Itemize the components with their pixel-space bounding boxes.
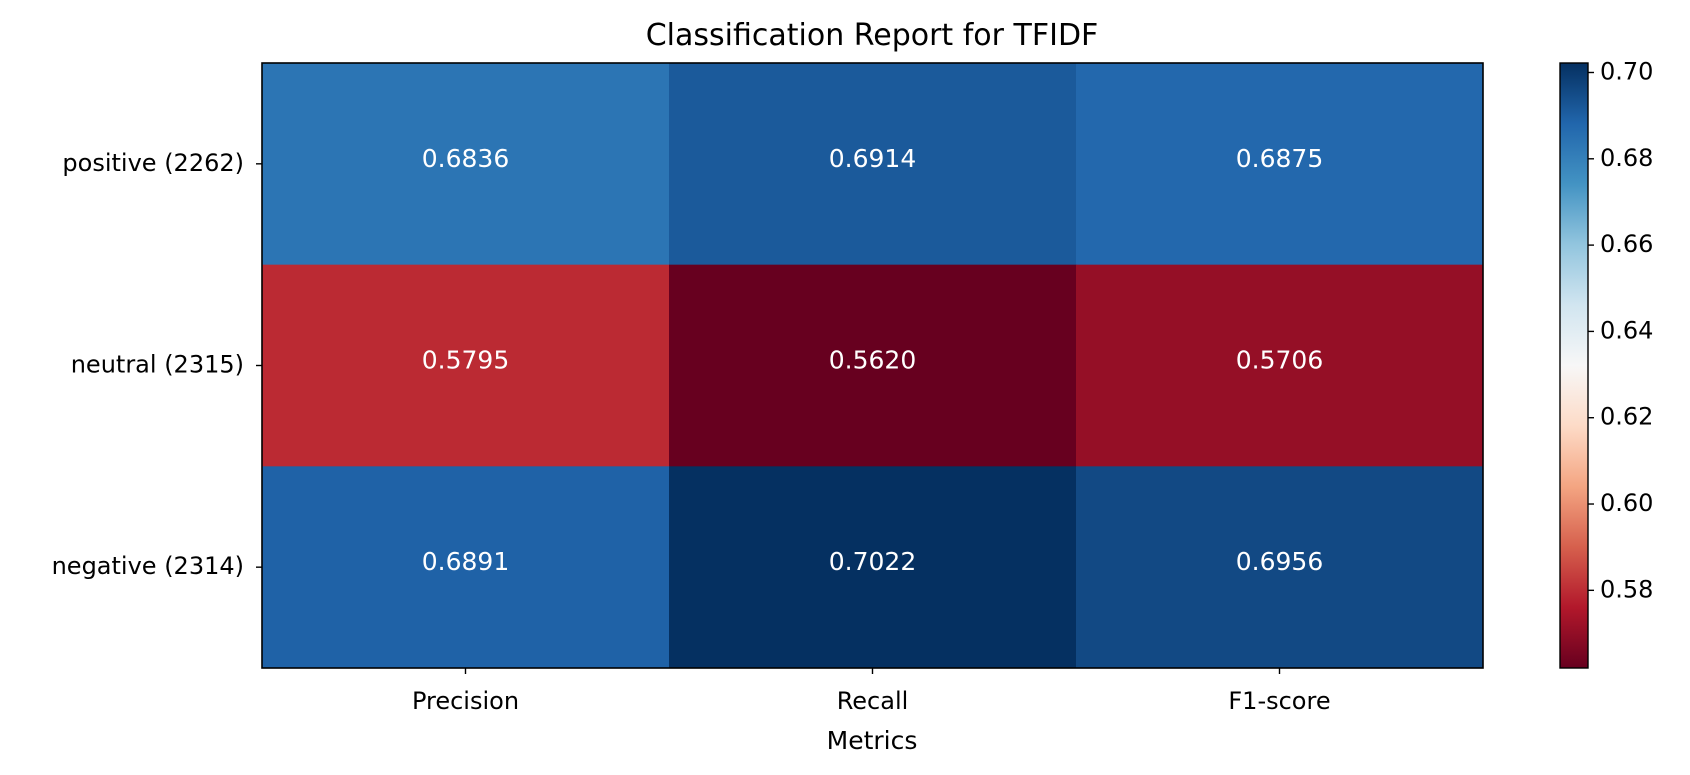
heatmap-cell [669,63,1077,266]
colorbar: 0.58 0.60 0.62 0.64 0.66 0.68 0.70 [1559,57,1653,669]
heatmap-cell [1076,63,1484,266]
y-tick-label: negative (2314) [52,552,244,580]
y-tick-labels: positive (2262) neutral (2315) negative (2… [52,149,262,580]
y-tick-label: positive (2262) [62,149,244,177]
colorbar-tick-label: 0.58 [1600,575,1653,603]
heatmap-cell [1076,466,1484,669]
heatmap-cell-value: 0.6836 [422,144,509,173]
heatmap-cell [262,63,670,266]
heatmap-cell-value: 0.6891 [422,547,509,576]
heatmap-cell-labels: 0.6836 0.6914 0.6875 0.5795 0.5620 0.5706 0.68… [422,144,1323,576]
heatmap-cell [262,264,670,467]
colorbar-tick-label: 0.70 [1600,57,1653,85]
heatmap-cell-value: 0.5795 [422,346,509,375]
x-tick-labels: Precision Recall F1-score [412,668,1331,715]
chart-title: Classification Report for TFIDF [646,18,1099,53]
heatmap-cell-value: 0.6956 [1236,547,1323,576]
x-tick-label: F1-score [1228,687,1330,715]
heatmap-cell-value: 0.5706 [1236,346,1323,375]
x-tick-label: Recall [837,687,909,715]
heatmap-cells [262,63,1484,669]
heatmap-cell [262,466,670,669]
colorbar-ticks: 0.58 0.60 0.62 0.64 0.66 0.68 0.70 [1588,57,1653,603]
x-axis-label: Metrics [827,726,918,755]
colorbar-tick-label: 0.66 [1600,230,1653,258]
heatmap-cell [669,264,1077,467]
colorbar-gradient [1559,62,1589,669]
heatmap-cell [669,466,1077,669]
colorbar-tick-label: 0.60 [1600,489,1653,517]
heatmap-cell-value: 0.6914 [829,144,916,173]
colorbar-tick-label: 0.68 [1600,144,1653,172]
heatmap-cell [1076,264,1484,467]
colorbar-tick-label: 0.64 [1600,316,1653,344]
heatmap-cell-value: 0.5620 [829,346,916,375]
heatmap-cell-value: 0.6875 [1236,144,1323,173]
x-tick-label: Precision [412,687,519,715]
heatmap-cell-value: 0.7022 [829,547,916,576]
colorbar-tick-label: 0.62 [1600,403,1653,431]
y-tick-label: neutral (2315) [71,351,244,379]
